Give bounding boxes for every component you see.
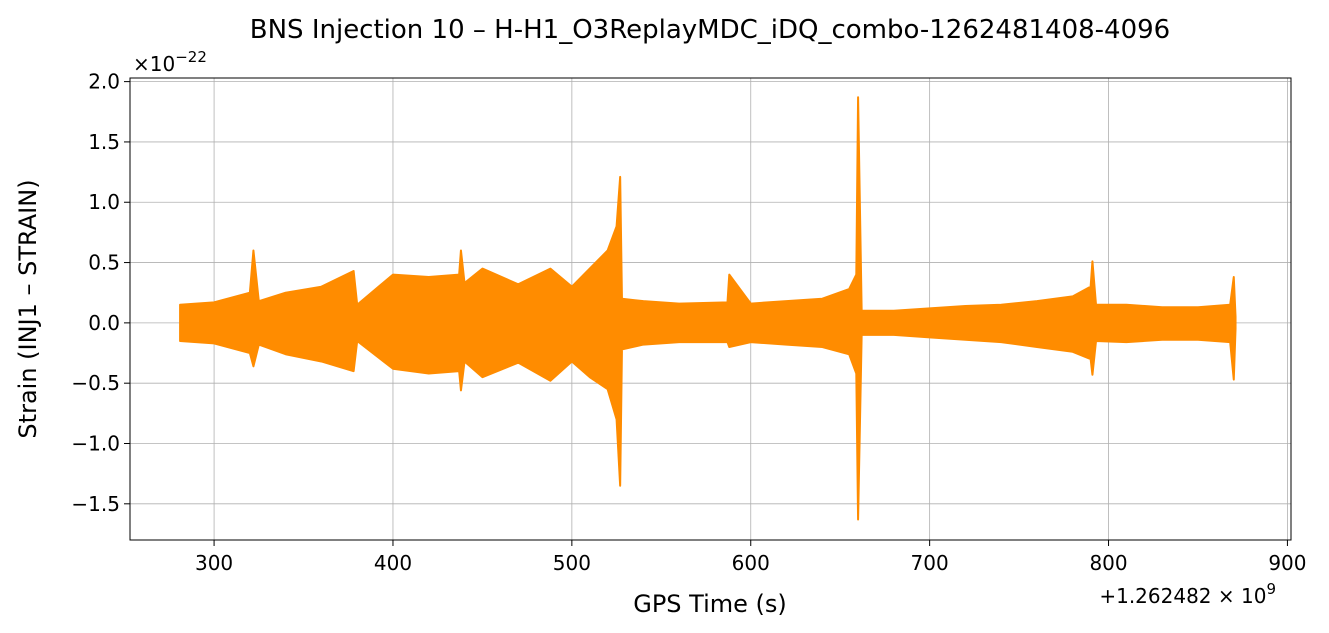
strain-envelope	[179, 96, 1237, 521]
x-offset: +1.262482 × 109	[1099, 580, 1276, 608]
y-tick-label: 2.0	[88, 70, 120, 94]
y-scale-label: ×10	[133, 52, 175, 76]
y-tick-label: −0.5	[71, 371, 120, 395]
y-axis: −1.5 −1.0 −0.5 0.0 0.5 1.0 1.5 2.0	[71, 70, 130, 516]
x-axis-label: GPS Time (s)	[633, 590, 787, 618]
y-tick-label: −1.0	[71, 431, 120, 455]
y-tick-label: 0.0	[88, 311, 120, 335]
svg-text:×10−22: ×10−22	[133, 48, 207, 76]
x-axis: 300 400 500 600 700 800 900	[195, 540, 1307, 575]
y-scale-factor: ×10−22	[133, 48, 207, 76]
x-tick-label: 300	[195, 551, 233, 575]
x-tick-label: 900	[1268, 551, 1306, 575]
data-series	[179, 96, 1237, 521]
x-offset-label: +1.262482 × 10	[1099, 584, 1266, 608]
x-tick-label: 500	[553, 551, 591, 575]
plot-frame	[129, 77, 1292, 541]
chart-title: BNS Injection 10 – H-H1_O3ReplayMDC_iDQ_…	[250, 15, 1170, 45]
y-tick-label: 1.5	[88, 130, 120, 154]
x-offset-exponent: 9	[1266, 580, 1276, 598]
x-tick-label: 600	[732, 551, 770, 575]
svg-text:+1.262482 × 109: +1.262482 × 109	[1099, 580, 1276, 608]
y-tick-label: 0.5	[88, 251, 120, 275]
x-tick-label: 400	[374, 551, 412, 575]
x-tick-label: 800	[1089, 551, 1127, 575]
y-scale-exponent: −22	[175, 48, 207, 66]
y-tick-label: 1.0	[88, 190, 120, 214]
x-tick-label: 700	[911, 551, 949, 575]
y-axis-label: Strain (INJ1 – STRAIN)	[14, 179, 42, 438]
y-tick-label: −1.5	[71, 492, 120, 516]
